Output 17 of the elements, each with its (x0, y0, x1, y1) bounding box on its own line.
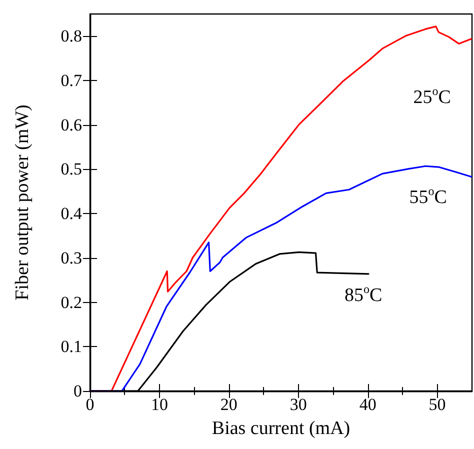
y-tick-label: 0.3 (60, 248, 82, 268)
y-tick-label: 0.5 (60, 160, 82, 179)
x-tick-label: 10 (150, 395, 168, 414)
y-tick-label: 0.7 (60, 71, 82, 90)
x-tick-label: 0 (86, 395, 94, 414)
x-tick-label: 40 (359, 395, 376, 414)
y-tick-label: 0.6 (60, 115, 82, 134)
x-tick-label: 50 (428, 395, 446, 414)
y-tick-label: 0.4 (60, 204, 82, 224)
x-tick-label: 30 (290, 395, 307, 414)
y-tick-label: 0.8 (60, 26, 82, 46)
y-tick-label: 0 (74, 382, 82, 400)
y-axis-title: Fiber output power (mW) (12, 104, 33, 300)
x-axis-title: Bias current (mA) (212, 418, 350, 439)
y-tick-label: 0.2 (60, 292, 82, 312)
y-tick-label: 0.1 (60, 337, 82, 356)
x-tick-label: 20 (220, 395, 238, 414)
